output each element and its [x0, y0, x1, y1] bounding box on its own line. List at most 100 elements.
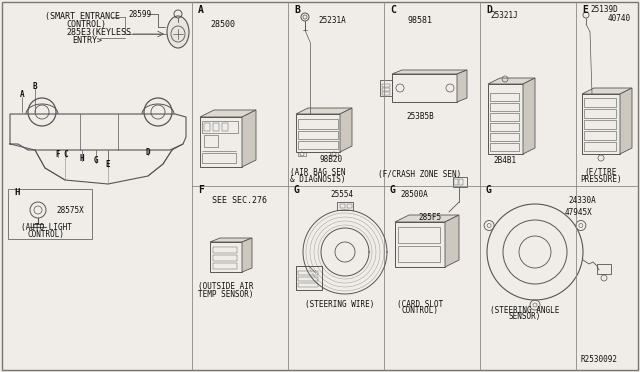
Text: 25231A: 25231A	[318, 16, 346, 25]
Bar	[382, 88, 390, 91]
Text: G: G	[390, 185, 396, 195]
Bar	[298, 131, 338, 139]
Text: H: H	[80, 154, 84, 163]
Text: (AUTO LIGHT: (AUTO LIGHT	[20, 222, 72, 231]
Text: D: D	[486, 5, 492, 15]
Bar	[347, 204, 352, 208]
Bar	[490, 113, 519, 121]
Bar	[222, 123, 228, 131]
Bar	[298, 119, 338, 129]
Text: 98581: 98581	[408, 16, 433, 25]
Text: SEE SEC.276: SEE SEC.276	[212, 196, 268, 205]
Text: PRESSURE): PRESSURE)	[580, 174, 622, 183]
Text: 25321J: 25321J	[490, 10, 518, 19]
Text: (CARD SLOT: (CARD SLOT	[397, 299, 443, 308]
Polygon shape	[200, 110, 256, 117]
Text: ENTRY>: ENTRY>	[72, 35, 102, 45]
Text: 28575X: 28575X	[56, 205, 84, 215]
Polygon shape	[395, 215, 459, 222]
Text: G: G	[486, 185, 492, 195]
Bar	[584, 131, 616, 140]
Bar	[488, 84, 523, 154]
Text: F: F	[198, 185, 204, 195]
Polygon shape	[210, 238, 252, 242]
Text: 253B5B: 253B5B	[406, 112, 434, 121]
Bar	[298, 152, 306, 156]
Bar	[202, 153, 236, 163]
Text: 24330A: 24330A	[568, 196, 596, 205]
Bar	[584, 98, 616, 107]
Text: 47945X: 47945X	[565, 208, 593, 217]
Bar	[454, 179, 458, 185]
Text: (STEERING WIRE): (STEERING WIRE)	[305, 299, 374, 308]
Bar	[213, 123, 219, 131]
Polygon shape	[457, 70, 467, 102]
Text: G: G	[93, 155, 99, 164]
Polygon shape	[392, 70, 467, 74]
Text: 25554: 25554	[330, 189, 353, 199]
Bar	[200, 117, 242, 167]
Bar	[597, 264, 611, 274]
Text: C: C	[64, 150, 68, 158]
Bar	[213, 247, 237, 253]
Text: TEMP SENSOR): TEMP SENSOR)	[198, 289, 253, 298]
Text: 25139D: 25139D	[590, 4, 618, 13]
Bar	[298, 271, 318, 275]
Text: 98B20: 98B20	[320, 154, 343, 164]
Text: A: A	[198, 5, 204, 15]
Bar	[584, 142, 616, 151]
Bar	[582, 94, 620, 154]
Ellipse shape	[167, 16, 189, 48]
Bar	[296, 114, 340, 152]
Bar	[204, 135, 218, 147]
Text: H: H	[14, 187, 19, 196]
Text: D: D	[146, 148, 150, 157]
Bar	[392, 74, 457, 102]
Bar	[490, 93, 519, 101]
Text: (STEERING ANGLE: (STEERING ANGLE	[490, 305, 560, 314]
Text: R2530092: R2530092	[581, 356, 618, 365]
Bar	[459, 179, 463, 185]
Text: C: C	[390, 5, 396, 15]
Bar	[382, 84, 390, 87]
Polygon shape	[582, 88, 632, 94]
Bar	[490, 103, 519, 111]
Text: B: B	[294, 5, 300, 15]
Bar	[8, 189, 92, 239]
Text: 2B4B1: 2B4B1	[493, 155, 516, 164]
Text: (SMART ENTRANCE: (SMART ENTRANCE	[45, 12, 120, 20]
Text: A: A	[20, 90, 24, 99]
Bar	[337, 202, 353, 210]
Polygon shape	[242, 238, 252, 272]
Bar	[382, 92, 390, 95]
Text: 285F5: 285F5	[418, 212, 441, 221]
Text: G: G	[294, 185, 300, 195]
Bar	[584, 120, 616, 129]
Bar	[340, 204, 345, 208]
Bar	[395, 222, 445, 267]
Text: (F/CRASH ZONE SEN): (F/CRASH ZONE SEN)	[378, 170, 461, 179]
Text: (OUTSIDE AIR: (OUTSIDE AIR	[198, 282, 253, 292]
Bar	[213, 263, 237, 269]
Bar	[202, 121, 238, 133]
Polygon shape	[523, 78, 535, 154]
Bar	[490, 123, 519, 131]
Text: 285E3(KEYLESS: 285E3(KEYLESS	[66, 28, 131, 36]
Bar	[213, 255, 237, 261]
Text: & DIAGNOSIS): & DIAGNOSIS)	[291, 174, 346, 183]
Bar	[398, 246, 440, 262]
Bar	[210, 242, 242, 272]
Text: SENSOR): SENSOR)	[509, 312, 541, 321]
Text: CONTROL): CONTROL)	[66, 19, 106, 29]
Bar	[330, 152, 338, 156]
Bar	[398, 227, 440, 243]
Polygon shape	[620, 88, 632, 154]
Polygon shape	[340, 108, 352, 152]
Text: 40740: 40740	[608, 13, 631, 22]
Bar	[298, 283, 318, 287]
Text: F: F	[56, 150, 60, 158]
Bar	[380, 80, 392, 96]
Text: 28500: 28500	[210, 19, 235, 29]
Text: (F/TIRE: (F/TIRE	[585, 167, 617, 176]
Bar	[298, 277, 318, 281]
